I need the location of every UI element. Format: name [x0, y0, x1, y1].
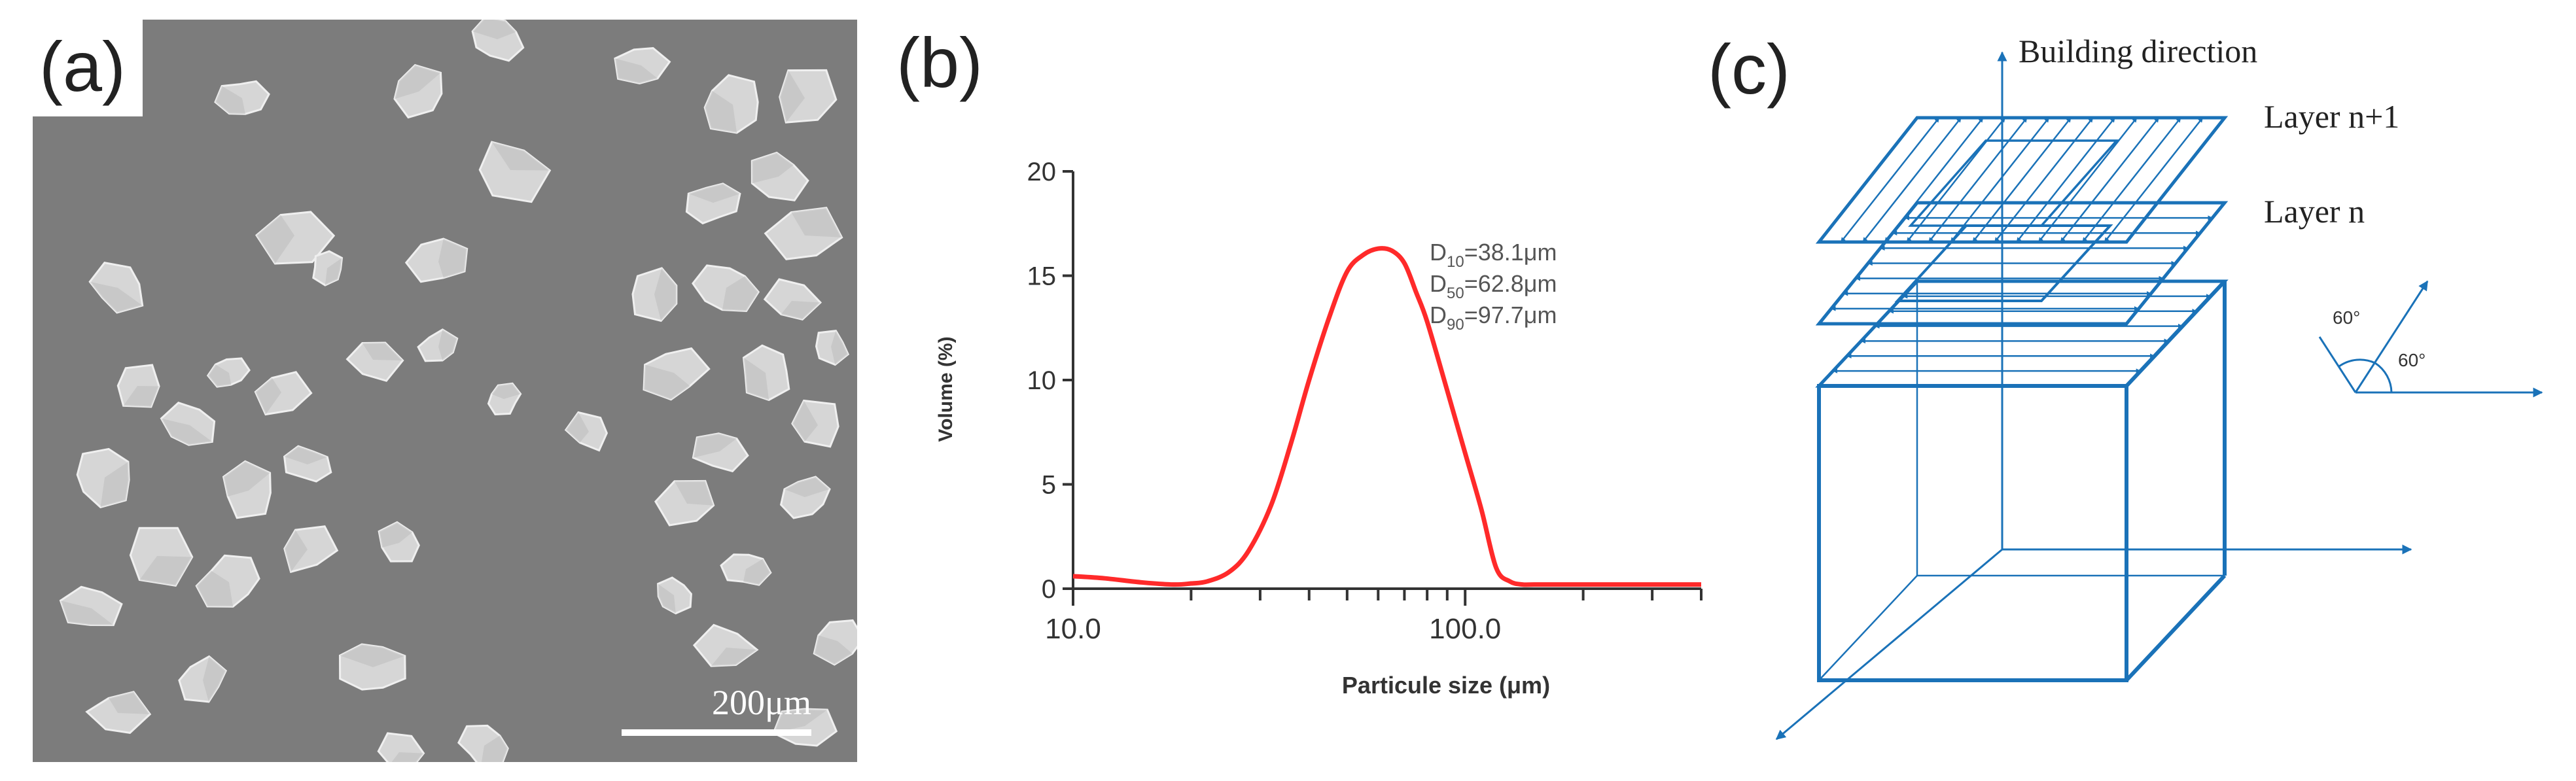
particle-shade: [654, 268, 677, 321]
scan-vector: [1884, 117, 1984, 243]
angle-label-1: 60°: [2333, 307, 2360, 328]
building-direction-label: Building direction: [2019, 33, 2257, 69]
particle-shade: [644, 364, 690, 400]
d90-annotation: D90=97.7μm: [1430, 302, 1557, 334]
scan-strategy-panel: (c): [1708, 0, 2576, 781]
particle-shade: [109, 691, 150, 714]
particle-shade: [614, 58, 658, 84]
particle-shade: [674, 481, 714, 506]
particle-shade: [100, 462, 130, 508]
chart-axes: [1072, 171, 1701, 590]
scan-vector: [2104, 117, 2204, 243]
particle-shade: [256, 215, 294, 264]
particle-shade: [705, 90, 737, 133]
scan-vector: [1950, 117, 2050, 243]
y-tick-label: 5: [1042, 471, 1056, 500]
scan-vector: [1972, 117, 2072, 243]
panel-label-a: (a): [33, 20, 143, 116]
panel-label-b: (b): [896, 23, 983, 102]
scan-vector: [2016, 117, 2116, 243]
sem-micrograph: [33, 20, 857, 762]
particle-shade: [284, 446, 328, 464]
scan-vector: [2060, 117, 2160, 243]
particle-shade: [255, 377, 281, 415]
cube-front: [1817, 384, 2128, 682]
particle-shade: [565, 412, 589, 443]
particle-shade: [395, 65, 441, 99]
scan-vector: [2038, 117, 2138, 243]
particle-shade: [693, 433, 737, 458]
particle-shade: [60, 600, 114, 625]
particle-shade: [491, 142, 550, 171]
particle-shade: [722, 276, 759, 311]
particle-shade: [215, 86, 245, 114]
x-tick-label: 100.0: [1429, 613, 1501, 645]
particle-shade: [779, 70, 805, 123]
y-tick-label: 10: [1027, 366, 1057, 395]
scale-bar-label: 200μm: [712, 683, 811, 722]
x-tick-label: 10.0: [1045, 613, 1101, 645]
cube-top-layer: [1815, 279, 2229, 388]
particle-shade: [472, 20, 516, 39]
y-tick-label: 15: [1027, 262, 1057, 291]
y-tick-label: 0: [1042, 575, 1056, 604]
particle-shade: [658, 583, 676, 614]
scan-vector: [1928, 117, 2028, 243]
scan-strategy-diagram: 60° 60° Building direction Layer n+1 Lay…: [1775, 33, 2543, 740]
layer-n-plus-1-label: Layer n+1: [2264, 98, 2399, 135]
scan-vector: [1906, 117, 2006, 243]
layer-n-label: Layer n: [2264, 193, 2365, 230]
particle-shade: [438, 329, 457, 360]
particle-shade: [743, 559, 771, 585]
particle-shade: [752, 152, 794, 184]
particle-shade: [481, 735, 508, 762]
scan-vector: [1840, 117, 1940, 243]
y-tick-label: 20: [1027, 158, 1057, 186]
angle-label-2: 60°: [2398, 350, 2426, 370]
d10-annotation: D10=38.1μm: [1430, 239, 1557, 271]
scale-bar: [622, 729, 811, 736]
particle-shade: [203, 656, 226, 702]
scan-vector: [2081, 117, 2181, 243]
x-axis-label: Particule size (μm): [1342, 672, 1550, 699]
particle-shade: [773, 709, 828, 733]
panel-label-c: (c): [1708, 29, 1790, 109]
particle-shade: [831, 330, 849, 365]
size-distribution-chart: 0 5 10 15 20 10.0 100.0 Volume (%) Particule s…: [935, 158, 1703, 699]
particle-shade: [688, 183, 740, 203]
particle-shade: [711, 648, 758, 667]
particle-shade: [743, 357, 769, 400]
particle-shade: [325, 258, 342, 285]
d50-annotation: D50=62.8μm: [1430, 270, 1557, 302]
particle-shade: [791, 207, 842, 237]
particle-shade: [391, 752, 424, 762]
y-axis: [1775, 548, 2003, 740]
particle-shade: [284, 530, 308, 572]
y-axis-label: Volume (%): [935, 336, 957, 442]
particle-shade: [814, 635, 853, 665]
particle-shade: [90, 281, 143, 313]
particle-shade: [781, 301, 820, 320]
particle-shade: [362, 343, 403, 361]
particle-shade: [340, 644, 405, 667]
sem-image-panel: (a) 200μm: [33, 20, 857, 762]
particle-shade: [123, 386, 160, 407]
chart-panel: (b) 0 5 10 15 20 10.0 100.0 Volume (%) Particu…: [870, 0, 1721, 781]
particle-shade: [223, 461, 270, 497]
chart-ticks: 0 5 10 15 20 10.0 100.0: [1027, 158, 1703, 645]
particle-shade: [379, 522, 413, 548]
particle-shade: [161, 418, 213, 445]
particle-shade: [207, 364, 232, 387]
particle-shade: [784, 477, 830, 497]
volume-curve: [1072, 246, 1701, 587]
particle-shade: [438, 239, 467, 278]
particle-shade: [491, 383, 521, 399]
particle-shade: [139, 556, 192, 586]
particle-shade: [196, 570, 234, 607]
particle-shade: [792, 400, 818, 442]
